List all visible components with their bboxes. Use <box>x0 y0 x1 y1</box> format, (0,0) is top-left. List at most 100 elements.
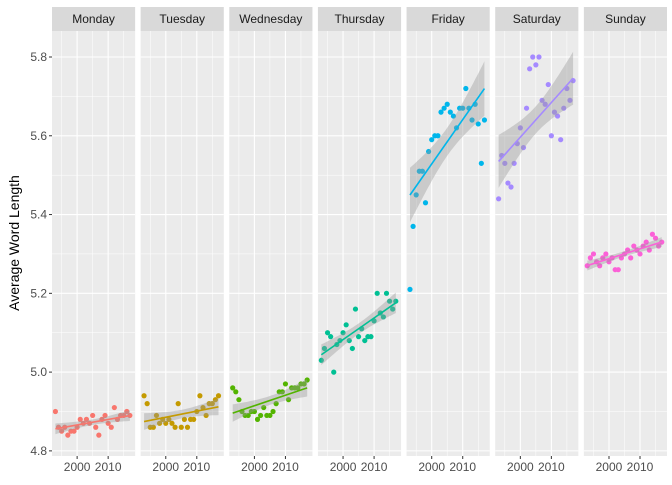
data-point <box>105 420 111 426</box>
data-point <box>282 381 289 387</box>
panel-background <box>583 31 667 456</box>
data-point <box>318 357 324 363</box>
data-point <box>328 334 334 340</box>
facet-panel-friday: Friday 2000 2010 <box>406 7 490 474</box>
data-point <box>407 286 413 292</box>
data-point <box>349 345 355 352</box>
data-point <box>153 412 160 419</box>
x-tick-label: 2000 <box>241 460 268 474</box>
data-point <box>551 109 558 115</box>
data-point <box>383 290 390 296</box>
data-point <box>343 322 349 328</box>
data-point <box>520 144 527 151</box>
data-point <box>637 251 643 257</box>
facet-strip <box>317 7 402 31</box>
data-point <box>127 412 133 419</box>
data-point <box>447 109 453 115</box>
y-tick-label: 5.6 <box>30 129 47 143</box>
data-point <box>517 125 523 131</box>
data-point <box>508 184 514 190</box>
y-tick-label: 4.8 <box>30 444 47 458</box>
data-point <box>393 298 399 304</box>
data-point <box>251 408 258 415</box>
data-point <box>124 408 130 415</box>
facet-strip <box>406 7 490 31</box>
data-point <box>295 385 301 391</box>
data-point <box>203 412 209 419</box>
data-point <box>628 255 634 261</box>
data-point <box>331 369 337 375</box>
data-point <box>321 345 328 352</box>
x-tick-label: 2000 <box>152 460 179 474</box>
facet-panel-wednesday: Wednesday 2000 2010 <box>229 7 313 474</box>
data-point <box>643 239 649 245</box>
facet-strip-label: Saturday <box>513 12 561 26</box>
x-tick-label: 2010 <box>538 460 565 474</box>
y-tick-label: 5.8 <box>30 50 47 64</box>
data-point <box>230 385 236 391</box>
data-point <box>285 397 292 403</box>
trend-line <box>320 302 397 356</box>
data-point <box>460 105 466 111</box>
data-point <box>530 54 536 60</box>
data-point <box>184 424 191 430</box>
data-point <box>422 200 429 206</box>
data-point <box>380 314 386 320</box>
data-point <box>554 113 561 119</box>
data-point <box>438 109 444 115</box>
data-point <box>539 97 545 103</box>
facet-panel-sunday: Sunday 2000 2010 <box>583 7 667 474</box>
y-tick-label: 5.4 <box>30 208 47 222</box>
data-point <box>450 113 457 119</box>
data-point <box>481 117 488 123</box>
data-point <box>181 416 187 422</box>
data-point <box>656 243 662 249</box>
facet-panel-tuesday: Tuesday 2000 2010 <box>140 7 224 474</box>
panel-background <box>495 31 579 456</box>
data-point <box>156 420 163 426</box>
data-point <box>169 420 175 426</box>
data-point <box>523 105 530 111</box>
data-point <box>561 105 567 111</box>
data-point <box>413 192 419 198</box>
data-point <box>71 428 77 434</box>
panel-background <box>52 31 136 456</box>
data-point <box>505 180 511 186</box>
data-point <box>603 251 609 257</box>
data-point <box>209 401 215 407</box>
data-point <box>425 148 432 155</box>
data-point <box>527 66 533 72</box>
facet-strip <box>140 7 224 31</box>
facet-strip-label: Monday <box>72 12 115 26</box>
data-point <box>111 404 117 411</box>
data-point <box>270 408 276 415</box>
data-point <box>273 401 279 407</box>
trend-line <box>498 77 574 162</box>
data-point <box>175 401 181 407</box>
data-point <box>52 408 59 415</box>
data-point <box>429 137 435 143</box>
data-point <box>478 160 484 166</box>
data-point <box>102 412 108 419</box>
y-axis-title: Average Word Length <box>6 175 22 311</box>
data-point <box>90 412 96 419</box>
x-tick-label: 2010 <box>361 460 388 474</box>
data-point <box>368 334 374 340</box>
data-point <box>77 416 83 422</box>
data-point <box>444 101 450 107</box>
facet-strip-label: Wednesday <box>239 12 302 26</box>
data-point <box>615 267 621 273</box>
panel-background <box>140 31 224 456</box>
trend-line <box>409 88 486 196</box>
data-point <box>191 416 197 422</box>
data-point <box>646 247 652 253</box>
data-point <box>558 137 564 143</box>
data-point <box>587 255 593 261</box>
data-point <box>150 424 156 430</box>
data-point <box>215 393 222 399</box>
facet-panel-monday: Monday 2000 2010 <box>52 7 136 474</box>
data-point <box>267 412 273 419</box>
data-point <box>502 160 508 166</box>
data-point <box>172 424 178 430</box>
data-point <box>59 428 65 434</box>
